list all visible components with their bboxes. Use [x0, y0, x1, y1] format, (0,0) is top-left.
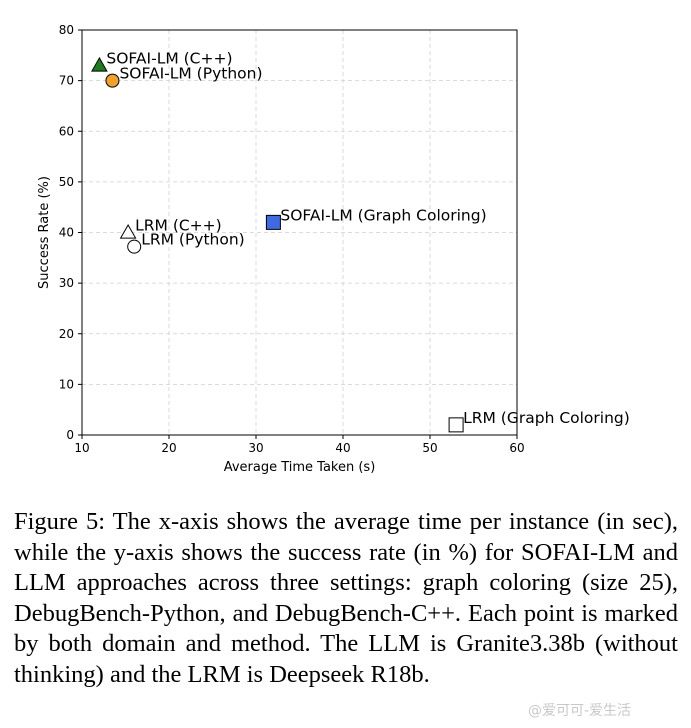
- data-point: LRM (C++): [119, 217, 222, 239]
- y-tick-label: 30: [59, 276, 74, 290]
- triangle-marker: [119, 223, 137, 239]
- data-point: SOFAI-LM (C++): [91, 49, 233, 72]
- y-tick-label: 40: [59, 226, 74, 240]
- data-point: LRM (Python): [127, 231, 245, 254]
- square-marker: [265, 214, 281, 230]
- y-tick-label: 0: [66, 428, 74, 442]
- x-tick-label: 10: [74, 441, 89, 455]
- point-label: LRM (C++): [135, 217, 222, 235]
- circle-marker: [105, 73, 120, 88]
- point-label: SOFAI-LM (Graph Coloring): [280, 206, 486, 224]
- x-axis-label: Average Time Taken (s): [224, 460, 376, 475]
- y-tick-label: 50: [59, 175, 74, 189]
- x-tick-label: 20: [161, 441, 176, 455]
- data-point: SOFAI-LM (Graph Coloring): [265, 206, 487, 230]
- point-label: LRM (Python): [141, 231, 245, 249]
- x-tick-label: 50: [422, 441, 437, 455]
- y-tick-label: 20: [59, 327, 74, 341]
- triangle-marker: [91, 56, 108, 72]
- y-axis-label: Success Rate (%): [37, 176, 52, 289]
- y-axis-ticks: 0 10 20 30 40 50 60 70 80: [59, 23, 82, 442]
- x-axis-ticks: 10 20 30 40 50 60: [74, 435, 525, 455]
- y-tick-label: 70: [59, 74, 74, 88]
- x-tick-label: 40: [335, 441, 350, 455]
- y-tick-label: 60: [59, 124, 74, 138]
- point-label: LRM (Graph Coloring): [463, 409, 630, 427]
- point-label: SOFAI-LM (Python): [119, 65, 262, 83]
- x-tick-label: 60: [509, 441, 524, 455]
- square-marker: [448, 417, 464, 433]
- plot-frame: [81, 29, 518, 436]
- data-point: LRM (Graph Coloring): [448, 409, 630, 433]
- y-tick-label: 80: [59, 23, 74, 37]
- figure-caption: Figure 5: The x-axis shows the average t…: [14, 508, 678, 688]
- point-label: SOFAI-LM (C++): [106, 49, 232, 67]
- watermark: @爱可可-爱生活: [528, 703, 632, 719]
- circle-marker: [127, 239, 142, 254]
- x-tick-label: 30: [248, 441, 263, 455]
- data-point: SOFAI-LM (Python): [105, 65, 263, 88]
- data-points: SOFAI-LM (C++)SOFAI-LM (Python) SOFAI-LM …: [91, 49, 630, 433]
- y-tick-label: 10: [59, 377, 74, 391]
